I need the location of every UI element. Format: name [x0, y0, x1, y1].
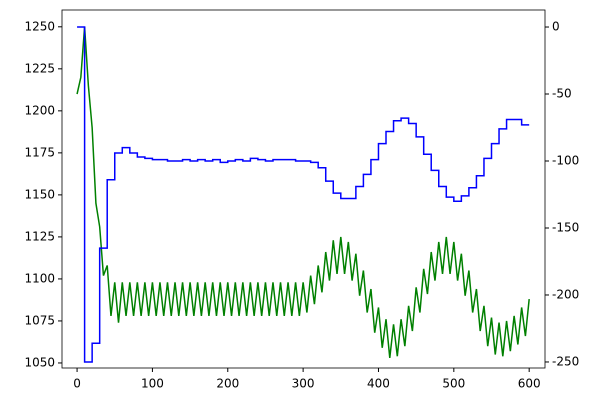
y2-tick-label: -50 — [552, 87, 572, 101]
y-tick-label: 1225 — [24, 61, 55, 75]
series-line — [77, 26, 530, 363]
series-line — [76, 26, 530, 358]
y-tick-label: 1175 — [24, 145, 55, 159]
x-tick-label: 100 — [141, 377, 164, 391]
y-tick-label: 1150 — [24, 187, 55, 201]
y-tick-label: 1200 — [24, 103, 55, 117]
plot-frame — [61, 9, 546, 369]
x-tick-label: 0 — [73, 377, 81, 391]
x-tick-label: 300 — [292, 377, 315, 391]
x-tick-label: 400 — [367, 377, 390, 391]
x-tick-label: 200 — [216, 377, 239, 391]
y2-tick-label: -250 — [552, 354, 579, 368]
y2-tick-label: -200 — [552, 287, 579, 301]
y-tick-label: 1250 — [24, 19, 55, 33]
x-tick-label: 600 — [518, 377, 541, 391]
y2-tick-label: 0 — [552, 20, 560, 34]
y2-tick-label: -100 — [552, 153, 579, 167]
y-tick-label: 1100 — [24, 271, 55, 285]
y2-tick-label: -150 — [552, 220, 579, 234]
y-tick-label: 1125 — [24, 229, 55, 243]
x-tick-label: 500 — [442, 377, 465, 391]
y-tick-label: 1075 — [24, 313, 55, 327]
y-tick-label: 1050 — [24, 355, 55, 369]
